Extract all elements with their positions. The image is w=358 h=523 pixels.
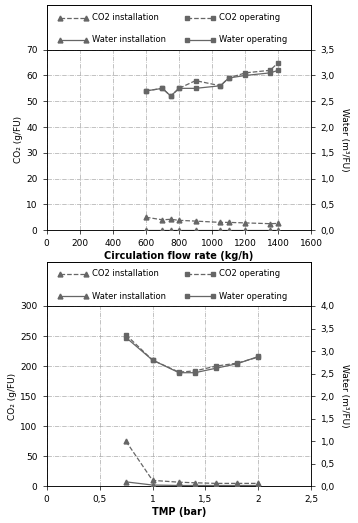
CO2 installation <box>193 218 198 224</box>
Water installation <box>144 227 148 233</box>
Water installation <box>193 482 197 488</box>
CO2 operating <box>193 77 198 84</box>
CO2 operating <box>214 363 218 369</box>
Water installation <box>227 227 231 233</box>
CO2 installation <box>144 214 148 220</box>
CO2 installation <box>243 220 247 226</box>
CO2 operating <box>193 368 197 374</box>
Line: Water installation: Water installation <box>144 228 281 233</box>
Water installation <box>124 479 128 485</box>
CO2 installation <box>177 217 181 223</box>
Water installation <box>150 482 155 488</box>
CO2 installation <box>169 216 173 222</box>
Water operating <box>227 75 231 81</box>
Y-axis label: Water (m³/FU): Water (m³/FU) <box>340 365 349 428</box>
CO2 operating <box>177 85 181 92</box>
CO2 installation <box>124 438 128 445</box>
CO2 operating <box>218 83 223 89</box>
Y-axis label: CO₂ (g/FU): CO₂ (g/FU) <box>14 116 23 164</box>
Water operating <box>218 83 223 89</box>
Water installation <box>214 482 218 488</box>
Water installation <box>256 482 261 488</box>
Line: CO2 installation: CO2 installation <box>124 439 261 486</box>
Text: CO2 installation: CO2 installation <box>92 13 159 22</box>
Water operating <box>193 85 198 92</box>
CO2 operating <box>150 357 155 363</box>
CO2 operating <box>256 354 261 360</box>
Text: Water operating: Water operating <box>219 36 287 44</box>
CO2 operating <box>144 88 148 94</box>
CO2 operating <box>276 60 281 66</box>
CO2 installation <box>276 220 281 226</box>
CO2 operating <box>124 332 128 338</box>
CO2 installation <box>160 217 165 223</box>
Line: Water operating: Water operating <box>124 335 261 375</box>
X-axis label: TMP (bar): TMP (bar) <box>152 507 206 517</box>
Water operating <box>150 357 155 363</box>
Water installation <box>169 227 173 233</box>
Water installation <box>235 482 240 488</box>
CO2 installation <box>177 479 181 485</box>
Text: CO2 operating: CO2 operating <box>219 13 280 22</box>
CO2 installation <box>193 480 197 486</box>
CO2 installation <box>227 219 231 225</box>
Line: CO2 operating: CO2 operating <box>124 333 261 374</box>
Text: CO2 operating: CO2 operating <box>219 269 280 278</box>
CO2 operating <box>235 360 240 366</box>
Line: CO2 installation: CO2 installation <box>144 215 281 226</box>
Water installation <box>276 227 281 233</box>
Water operating <box>177 85 181 92</box>
CO2 installation <box>235 480 240 486</box>
Text: CO2 installation: CO2 installation <box>92 269 159 278</box>
Water operating <box>177 370 181 376</box>
Line: CO2 operating: CO2 operating <box>144 60 281 98</box>
Water installation <box>243 227 247 233</box>
Y-axis label: Water (m³/FU): Water (m³/FU) <box>340 108 349 172</box>
CO2 operating <box>268 67 272 73</box>
Water operating <box>214 365 218 371</box>
Text: Water installation: Water installation <box>92 292 166 301</box>
Line: Water installation: Water installation <box>124 480 261 488</box>
CO2 operating <box>177 369 181 376</box>
Water installation <box>177 482 181 488</box>
Water operating <box>276 67 281 73</box>
CO2 operating <box>243 70 247 76</box>
Water operating <box>235 360 240 367</box>
Water operating <box>268 70 272 76</box>
Water operating <box>144 88 148 94</box>
Water operating <box>193 370 197 376</box>
CO2 installation <box>268 221 272 227</box>
X-axis label: Circulation flow rate (kg/h): Circulation flow rate (kg/h) <box>104 251 254 261</box>
Water installation <box>193 227 198 233</box>
Line: Water operating: Water operating <box>144 68 281 98</box>
Water operating <box>160 85 165 92</box>
Water installation <box>268 227 272 233</box>
Text: Water operating: Water operating <box>219 292 287 301</box>
Water operating <box>124 334 128 340</box>
Water operating <box>256 354 261 360</box>
Water installation <box>177 227 181 233</box>
Text: Water installation: Water installation <box>92 36 166 44</box>
Y-axis label: CO₂ (g/FU): CO₂ (g/FU) <box>9 372 18 420</box>
Water installation <box>218 227 223 233</box>
CO2 installation <box>150 477 155 483</box>
Water installation <box>160 227 165 233</box>
CO2 installation <box>218 219 223 225</box>
CO2 operating <box>227 75 231 81</box>
CO2 operating <box>160 85 165 92</box>
CO2 installation <box>214 480 218 486</box>
CO2 installation <box>256 480 261 486</box>
Water operating <box>169 93 173 99</box>
Water operating <box>243 72 247 78</box>
CO2 operating <box>169 93 173 99</box>
